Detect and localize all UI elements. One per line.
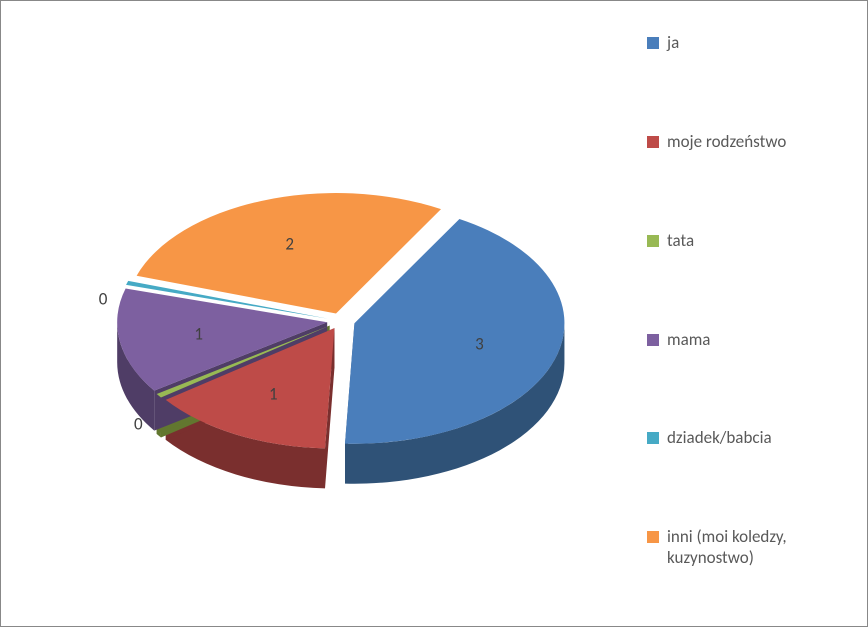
pie-slice-label: 3 (475, 334, 484, 355)
legend-swatch (647, 235, 659, 247)
legend-label: moje rodzeństwo (667, 132, 786, 152)
legend-swatch (647, 432, 659, 444)
legend-label: ja (667, 33, 679, 53)
legend: ja moje rodzeństwo tata mama dziadek/babcia i… (647, 21, 847, 608)
legend-label: dziadek/babcia (667, 428, 772, 448)
legend-swatch (647, 136, 659, 148)
pie-slice-label: 0 (99, 288, 108, 309)
legend-swatch (647, 37, 659, 49)
legend-item: tata (647, 231, 847, 251)
legend-item: ja (647, 33, 847, 53)
legend-item: inni (moi koledzy, kuzynostwo) (647, 527, 847, 568)
pie-slice-label: 0 (134, 414, 143, 435)
legend-label: tata (667, 231, 694, 251)
pie-chart: 3 1 0 1 0 2 (21, 21, 641, 608)
legend-label: inni (moi koledzy, kuzynostwo) (667, 527, 847, 568)
pie-slice-label: 1 (194, 324, 203, 345)
legend-item: mama (647, 330, 847, 350)
legend-item: dziadek/babcia (647, 428, 847, 448)
pie-slice-label: 1 (269, 384, 278, 405)
chart-frame: 3 1 0 1 0 2 ja moje rodzeństwo tata mama dziadek/… (0, 0, 868, 627)
legend-item: moje rodzeństwo (647, 132, 847, 152)
pie-slice-label: 2 (285, 233, 294, 254)
legend-swatch (647, 531, 659, 543)
legend-label: mama (667, 330, 710, 350)
legend-swatch (647, 334, 659, 346)
pie-svg (21, 21, 641, 608)
